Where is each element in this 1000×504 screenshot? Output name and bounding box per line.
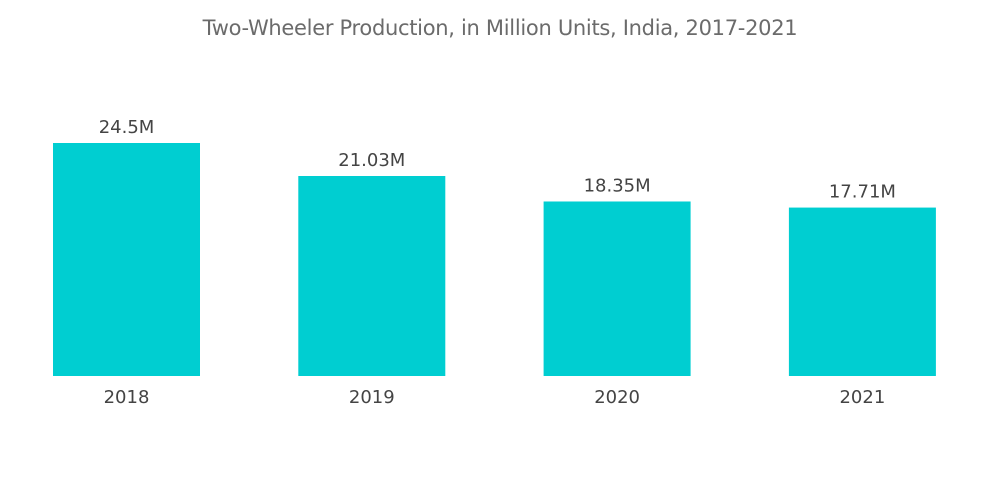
data-label-2020: 18.35M [584, 175, 651, 196]
x-tick-label-2020: 2020 [594, 387, 640, 408]
data-label-2019: 21.03M [338, 150, 405, 171]
x-tick-label-2021: 2021 [839, 387, 885, 408]
x-tick-label-2019: 2019 [349, 387, 395, 408]
data-label-2021: 17.71M [829, 182, 896, 203]
bar-2021 [788, 207, 936, 376]
bar-2019 [298, 176, 446, 376]
bar-2018 [53, 143, 200, 376]
x-tick-label-2018: 2018 [104, 387, 150, 408]
bar-2020 [543, 201, 691, 376]
data-label-2018: 24.5M [99, 117, 155, 138]
chart-title: Two-Wheeler Production, in Million Units… [202, 16, 798, 40]
